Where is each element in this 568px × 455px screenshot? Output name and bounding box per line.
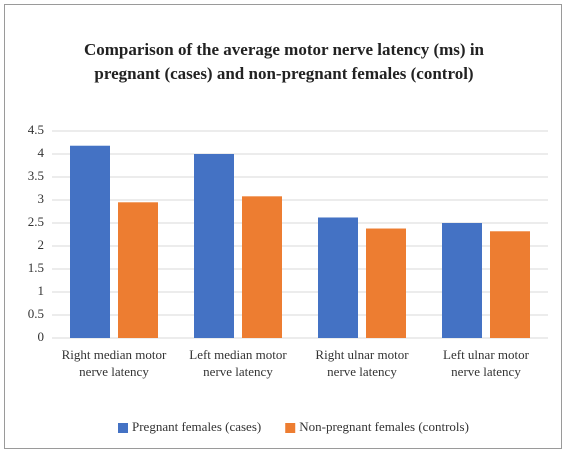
x-tick-label: Left ulnar motor nerve latency (443, 347, 529, 379)
x-tick-label: Right ulnar motor nerve latency (315, 347, 409, 379)
bar (70, 145, 110, 338)
y-tick-label: 2 (38, 237, 45, 252)
y-tick-label: 1 (38, 283, 45, 298)
bar (194, 154, 234, 338)
bar (442, 223, 482, 338)
legend-swatch (118, 423, 128, 433)
x-tick-label: Left median motor nerve latency (189, 347, 287, 379)
y-tick-label: 0 (38, 329, 45, 344)
y-tick-label: 0.5 (28, 306, 44, 321)
legend-label: Non-pregnant females (controls) (299, 419, 469, 434)
y-tick-label: 1.5 (28, 260, 44, 275)
chart-frame (4, 4, 562, 449)
legend-label: Pregnant females (cases) (132, 419, 261, 434)
legend-swatch (285, 423, 296, 433)
y-tick-label: 2.5 (28, 214, 44, 229)
bar (118, 202, 158, 338)
bar (318, 217, 358, 338)
chart-title: Comparison of the average motor nerve la… (83, 40, 485, 83)
x-tick-label: Right median motor nerve latency (61, 347, 167, 379)
bar (242, 196, 282, 338)
y-tick-label: 4.5 (28, 122, 44, 137)
y-tick-label: 4 (38, 145, 45, 160)
bar (490, 231, 530, 338)
bar (366, 228, 406, 338)
y-tick-label: 3.5 (28, 168, 44, 183)
y-tick-label: 3 (38, 191, 45, 206)
